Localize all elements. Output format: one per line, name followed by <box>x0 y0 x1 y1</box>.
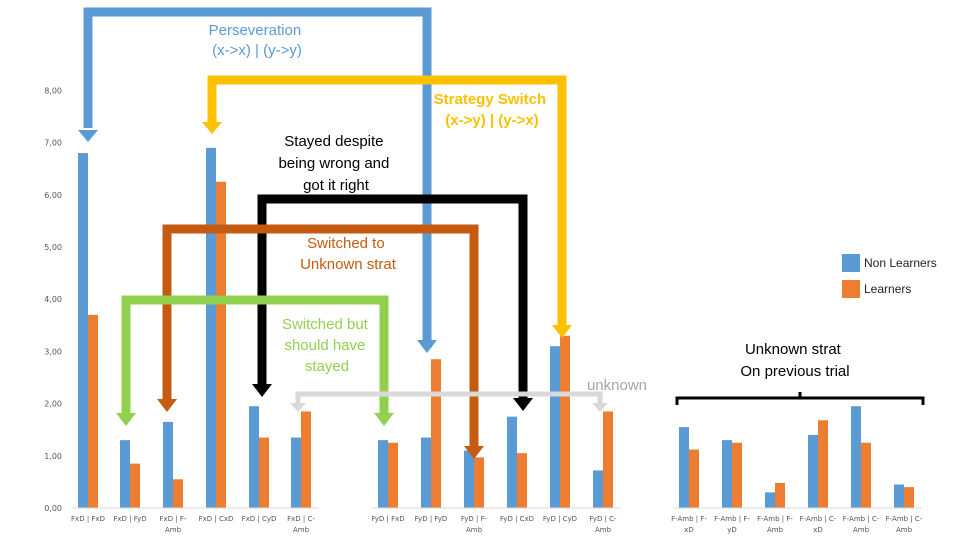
bar-learners <box>732 442 742 508</box>
x-tick-label: FxD | CyD <box>242 515 277 523</box>
x-tick-label: FyD | FyD <box>415 515 448 523</box>
arrow-switched-should-stay <box>116 295 394 426</box>
bar-learners <box>474 457 484 508</box>
bar-non-learners <box>120 440 130 508</box>
legend-item-non-learners: Non Learners <box>842 250 937 276</box>
bar-learners <box>517 453 527 508</box>
x-tick-label: F-Amb | C-Amb <box>843 515 880 534</box>
bar-non-learners <box>464 450 474 508</box>
x-tick-label: FxD | F-Amb <box>160 515 187 534</box>
bar-learners <box>259 437 269 508</box>
bar-non-learners <box>550 346 560 508</box>
legend: Non Learners Learners <box>842 250 937 302</box>
arrow-strategy-switch <box>202 75 572 338</box>
bar-non-learners <box>291 437 301 508</box>
legend-label-learners: Learners <box>864 282 912 296</box>
x-tick-label: FyD | FxD <box>371 515 404 523</box>
x-tick-label: F-Amb | F-xD <box>671 515 707 534</box>
x-tick-label: FxD | C-Amb <box>287 515 315 534</box>
bar-non-learners <box>851 406 861 508</box>
y-tick-label: 8,00 <box>44 86 62 95</box>
bar-non-learners <box>163 421 173 508</box>
bar-non-learners <box>808 434 818 508</box>
strategy-switch-label: Strategy Switch (x->y) | (y->x) <box>434 91 551 129</box>
y-tick-label: 3,00 <box>44 347 62 356</box>
arrow-perseveration <box>78 7 437 353</box>
x-tick-label: FyD | CyD <box>543 515 577 523</box>
bar-non-learners <box>507 416 517 508</box>
y-tick-label: 2,00 <box>44 400 62 409</box>
y-tick-label: 6,00 <box>44 191 62 200</box>
bar-non-learners <box>679 427 689 508</box>
y-tick-label: 4,00 <box>44 295 62 304</box>
stayed-label: Stayed despite being wrong and got it ri… <box>278 133 393 194</box>
switched-unknown-label: Switched to Unknown strat <box>300 235 397 273</box>
y-tick-label: 5,00 <box>44 243 62 252</box>
bar-learners <box>301 411 311 508</box>
bar-learners <box>173 479 183 508</box>
bar-non-learners <box>593 470 603 508</box>
bar-series <box>78 147 914 509</box>
switched-should-stay-label: Switched but should have stayed <box>282 316 372 375</box>
bar-learners <box>88 314 98 508</box>
bar-learners <box>130 463 140 508</box>
bar-non-learners <box>722 440 732 508</box>
y-tick-label: 0,00 <box>44 504 62 513</box>
y-tick-label: 1,00 <box>44 452 62 461</box>
x-tick-label: FyD | C-Amb <box>589 515 617 534</box>
x-tick-label: FyD | F-Amb <box>461 515 488 534</box>
bar-non-learners <box>421 437 431 508</box>
perseveration-label: Perseveration (x->x) | (y->y) <box>209 22 306 59</box>
y-tick-label: 7,00 <box>44 139 62 148</box>
bar-non-learners <box>206 147 216 508</box>
legend-swatch-non-learners <box>842 254 860 272</box>
arrow-stayed <box>252 194 533 411</box>
bar-non-learners <box>249 406 259 508</box>
bar-learners <box>388 442 398 508</box>
x-tick-label: FxD | FxD <box>71 515 105 523</box>
legend-label-non-learners: Non Learners <box>864 256 937 270</box>
bar-learners <box>431 359 441 508</box>
x-tick-label: F-Amb | C-xD <box>800 515 837 534</box>
x-tick-label: FyD | CxD <box>500 515 534 523</box>
unknown-label: unknown <box>587 377 647 394</box>
bar-learners <box>603 411 613 508</box>
bar-non-learners <box>894 484 904 508</box>
x-tick-label: F-Amb | C-Amb <box>886 515 923 534</box>
bar-learners <box>775 482 785 508</box>
x-tick-label: FxD | CxD <box>199 515 234 523</box>
x-axis: FxD | FxD FxD | FyD FxD | F-Amb FxD | CxD Fx… <box>71 507 923 534</box>
bar-non-learners <box>378 440 388 508</box>
arrow-unknown <box>290 391 608 412</box>
arrow-switched-unknown <box>157 224 484 459</box>
bar-learners <box>216 181 226 508</box>
y-axis: 0,00 1,00 2,00 3,00 4,00 5,00 6,00 7,00 8,00 <box>44 86 62 513</box>
bar-learners <box>560 335 570 508</box>
bar-non-learners <box>78 153 88 509</box>
unknown-previous-label: Unknown strat On previous trial <box>740 341 849 380</box>
x-tick-label: F-Amb | F-yD <box>714 515 750 534</box>
bar-learners <box>689 449 699 508</box>
bracket-unknown-previous <box>675 392 925 405</box>
bar-learners <box>904 487 914 508</box>
bar-learners <box>818 420 828 508</box>
bar-learners <box>861 442 871 508</box>
x-tick-label: FxD | FyD <box>113 515 146 523</box>
legend-item-learners: Learners <box>842 276 937 302</box>
legend-swatch-learners <box>842 280 860 298</box>
x-tick-label: F-Amb | F-Amb <box>757 515 793 534</box>
bar-non-learners <box>765 492 775 508</box>
